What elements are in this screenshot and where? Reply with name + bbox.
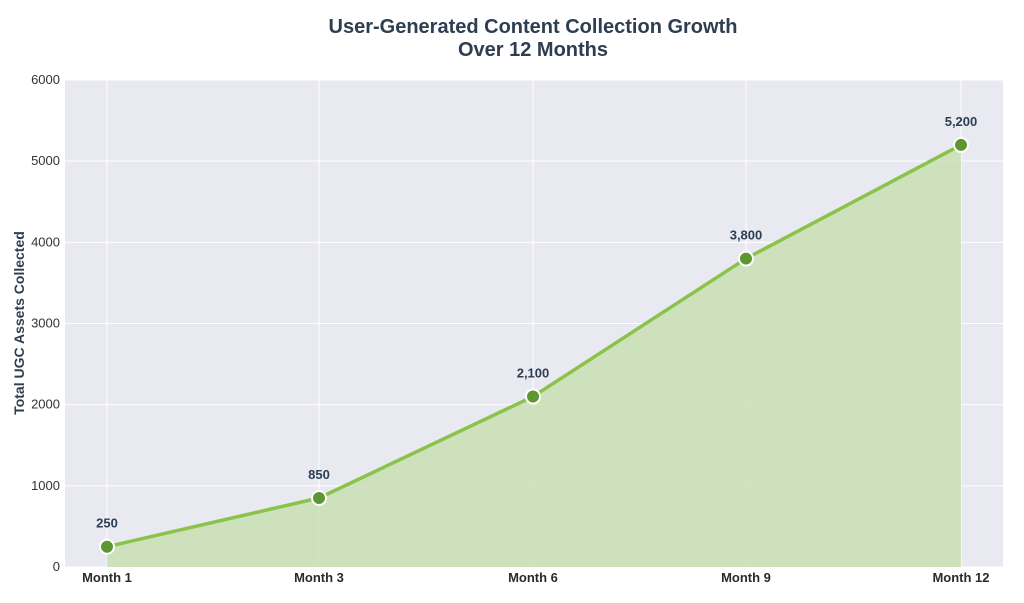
x-tick-label: Month 12: [932, 570, 989, 585]
x-tick-label: Month 9: [721, 570, 771, 585]
data-label: 250: [96, 516, 118, 531]
data-label: 850: [308, 467, 330, 482]
data-point: [953, 136, 969, 153]
y-tick-label: 1000: [31, 478, 60, 493]
x-tick-label: Month 1: [82, 570, 132, 585]
data-label: 5,200: [945, 114, 978, 129]
x-tick-label: Month 6: [508, 570, 558, 585]
y-tick-label: 0: [53, 559, 60, 574]
chart-title-line-1: User-Generated Content Collection Growth: [329, 16, 738, 38]
y-tick-label: 6000: [31, 72, 60, 87]
area-fill: [107, 144, 961, 567]
chart-title-line-2: Over 12 Months: [458, 39, 608, 61]
y-tick-label: 3000: [31, 316, 60, 331]
y-axis-label: Total UGC Assets Collected: [11, 231, 27, 415]
y-tick-label: 2000: [31, 397, 60, 412]
data-label: 3,800: [730, 228, 763, 243]
data-point: [525, 388, 541, 405]
data-label: 2,100: [517, 366, 550, 381]
y-tick-label: 5000: [31, 153, 60, 168]
data-point: [99, 538, 115, 555]
data-point: [311, 490, 327, 507]
x-tick-label: Month 3: [294, 570, 344, 585]
data-point: [738, 250, 754, 267]
y-tick-label: 4000: [31, 234, 60, 249]
